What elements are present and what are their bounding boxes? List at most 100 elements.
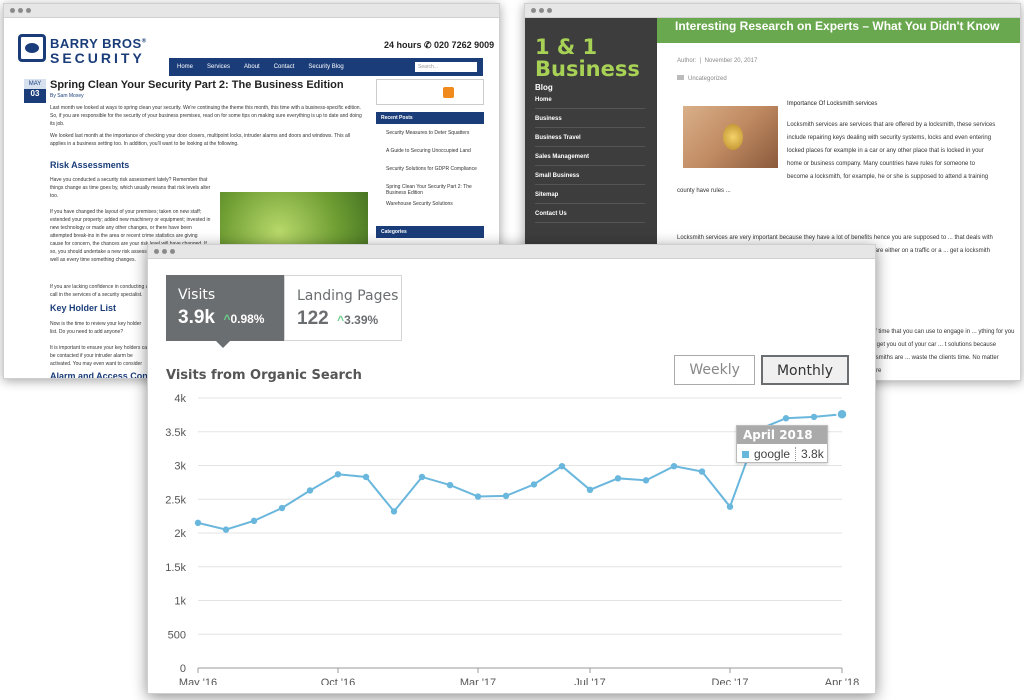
rss-icon[interactable] (443, 87, 454, 98)
main-nav: Home Services About Contact Security Blo… (169, 58, 483, 76)
folder-icon (677, 75, 684, 80)
data-point (362, 473, 370, 481)
blog-label: Blog (535, 83, 553, 92)
author-label: Author: (677, 58, 697, 64)
heading-key-holder-list: Key Holder List (50, 303, 117, 313)
article-date: November 20, 2017 (704, 58, 758, 64)
nav-services[interactable]: Services (207, 64, 231, 70)
sidebar-item-business[interactable]: Business (535, 116, 645, 128)
monthly-button[interactable]: Monthly (760, 355, 849, 385)
y-tick-label: 2k (174, 528, 186, 540)
site-brand[interactable]: 1 & 1 Business (535, 35, 640, 81)
y-tick-label: 2.5k (165, 494, 186, 506)
barry-bros-window: BARRY BROS® SECURITY 24 hours ✆ 020 7262… (3, 3, 500, 379)
rss-box (376, 79, 484, 105)
hours-label: 24 hours (384, 40, 422, 50)
brand-name: BARRY BROS® (50, 36, 147, 51)
metric-tabs: Visits 3.9k ^0.98% Landing Pages 122 ^3.… (166, 275, 402, 348)
recent-post-link[interactable]: Spring Clean Your Security Part 2: The B… (386, 184, 472, 196)
post-paragraph: Have you conducted a security risk asses… (50, 177, 211, 199)
post-paragraph: We looked last month at the importance o… (50, 133, 350, 147)
heading-risk-assessments: Risk Assessments (50, 160, 130, 170)
tab-value: 3.9k (178, 307, 215, 328)
window-titlebar (525, 4, 1020, 18)
data-point (194, 519, 202, 527)
categories-header: Categories (376, 226, 484, 238)
search-input[interactable]: Search... (415, 62, 477, 72)
x-tick-label: Mar '17 (460, 677, 496, 685)
window-titlebar (148, 245, 875, 259)
series-swatch (742, 450, 749, 458)
sidebar-item-home[interactable]: Home (535, 97, 645, 109)
tab-value: 122 (297, 308, 329, 329)
data-point (836, 408, 848, 420)
recent-posts-header: Recent Posts (376, 112, 484, 124)
sidebar-item-contact-us[interactable]: Contact Us (535, 211, 645, 223)
organic-visits-chart: 0 500 1k 1.5k 2k 2.5k 3k 3.5k 4k May '16 Oct '16 Ma… (165, 393, 860, 685)
recent-post-link[interactable]: Warehouse Security Solutions (386, 201, 453, 207)
data-point (642, 477, 650, 484)
post-byline[interactable]: By Sam Moxey (50, 93, 84, 99)
data-point (446, 481, 454, 489)
data-point (334, 471, 342, 478)
chart-tooltip: April 2018 google 3.8k (736, 425, 828, 463)
post-paragraph: If you are lacking confidence in conduct… (50, 284, 206, 298)
recent-post-link[interactable]: A Guide to Securing Unoccupied Land (386, 148, 471, 154)
tab-label: Landing Pages (297, 288, 399, 304)
data-point (250, 517, 258, 525)
nav-security-blog[interactable]: Security Blog (308, 64, 344, 70)
sidebar-item-sitemap[interactable]: Sitemap (535, 192, 645, 204)
sidebar-item-business-travel[interactable]: Business Travel (535, 135, 645, 147)
x-tick-label: May '16 (179, 677, 217, 685)
y-tick-label: 1.5k (165, 562, 186, 574)
brand-subtitle: SECURITY (50, 50, 145, 66)
x-tick-label: Apr '18 (825, 677, 860, 685)
tab-change: 0.98% (230, 312, 265, 326)
paragraph-title: Importance Of Locksmith services (787, 101, 878, 107)
data-point (726, 503, 734, 510)
date-day: 03 (30, 89, 40, 98)
post-paragraph: Last month we looked at ways to spring c… (50, 105, 362, 127)
y-tick-label: 3.5k (165, 427, 186, 439)
tab-visits[interactable]: Visits 3.9k ^0.98% (166, 275, 284, 348)
article-category[interactable]: Uncategorized (677, 75, 727, 82)
recent-post-link[interactable]: Security Solutions for GDPR Compliance (386, 166, 477, 172)
data-point (390, 508, 398, 515)
data-point (474, 493, 482, 500)
article-meta: Author: | November 20, 2017 (677, 58, 758, 64)
category-label: Uncategorized (688, 76, 727, 82)
tooltip-body: google 3.8k (737, 444, 827, 464)
trend-up-icon: ^ (337, 313, 345, 327)
x-tick-label: Oct '16 (321, 677, 356, 685)
data-point (614, 475, 622, 482)
sidebar-item-sales-management[interactable]: Sales Management (535, 154, 645, 166)
recent-post-link[interactable]: Security Measures to Deter Squatters (386, 130, 470, 136)
nav-home[interactable]: Home (177, 64, 194, 70)
y-tick-label: 500 (168, 629, 186, 641)
data-point (586, 486, 594, 493)
data-point (530, 481, 538, 488)
data-point (782, 415, 790, 422)
post-paragraph: Now is the time to review your key holde… (50, 321, 142, 335)
x-tick-label: Dec '17 (712, 677, 749, 685)
date-month: MAY (24, 79, 46, 89)
nav-contact[interactable]: Contact (273, 64, 295, 70)
period-selector: Weekly Monthly (674, 355, 849, 385)
phone-number[interactable]: ✆ 020 7262 9009 (424, 40, 495, 50)
series-line-google (197, 413, 843, 531)
post-paragraph: If you have changed the layout of your p… (50, 209, 211, 263)
heading-alarm-access-control: Alarm and Access Control (50, 371, 163, 379)
tab-landing-pages[interactable]: Landing Pages 122 ^3.39% (284, 275, 402, 341)
nav-about[interactable]: About (244, 64, 260, 70)
tooltip-value: 3.8k (801, 447, 824, 461)
article-paragraph: ... of time that you can use to engage i… (865, 329, 1015, 374)
trend-up-icon: ^ (223, 312, 231, 326)
locksmith-photo (683, 106, 778, 168)
barry-bros-logo-icon[interactable] (18, 34, 46, 62)
data-point (502, 492, 510, 500)
weekly-button[interactable]: Weekly (674, 355, 755, 385)
tooltip-title: April 2018 (737, 426, 827, 444)
sidebar-item-small-business[interactable]: Small Business (535, 173, 645, 185)
data-point (670, 462, 678, 470)
x-tick-label: Jul '17 (574, 677, 605, 685)
